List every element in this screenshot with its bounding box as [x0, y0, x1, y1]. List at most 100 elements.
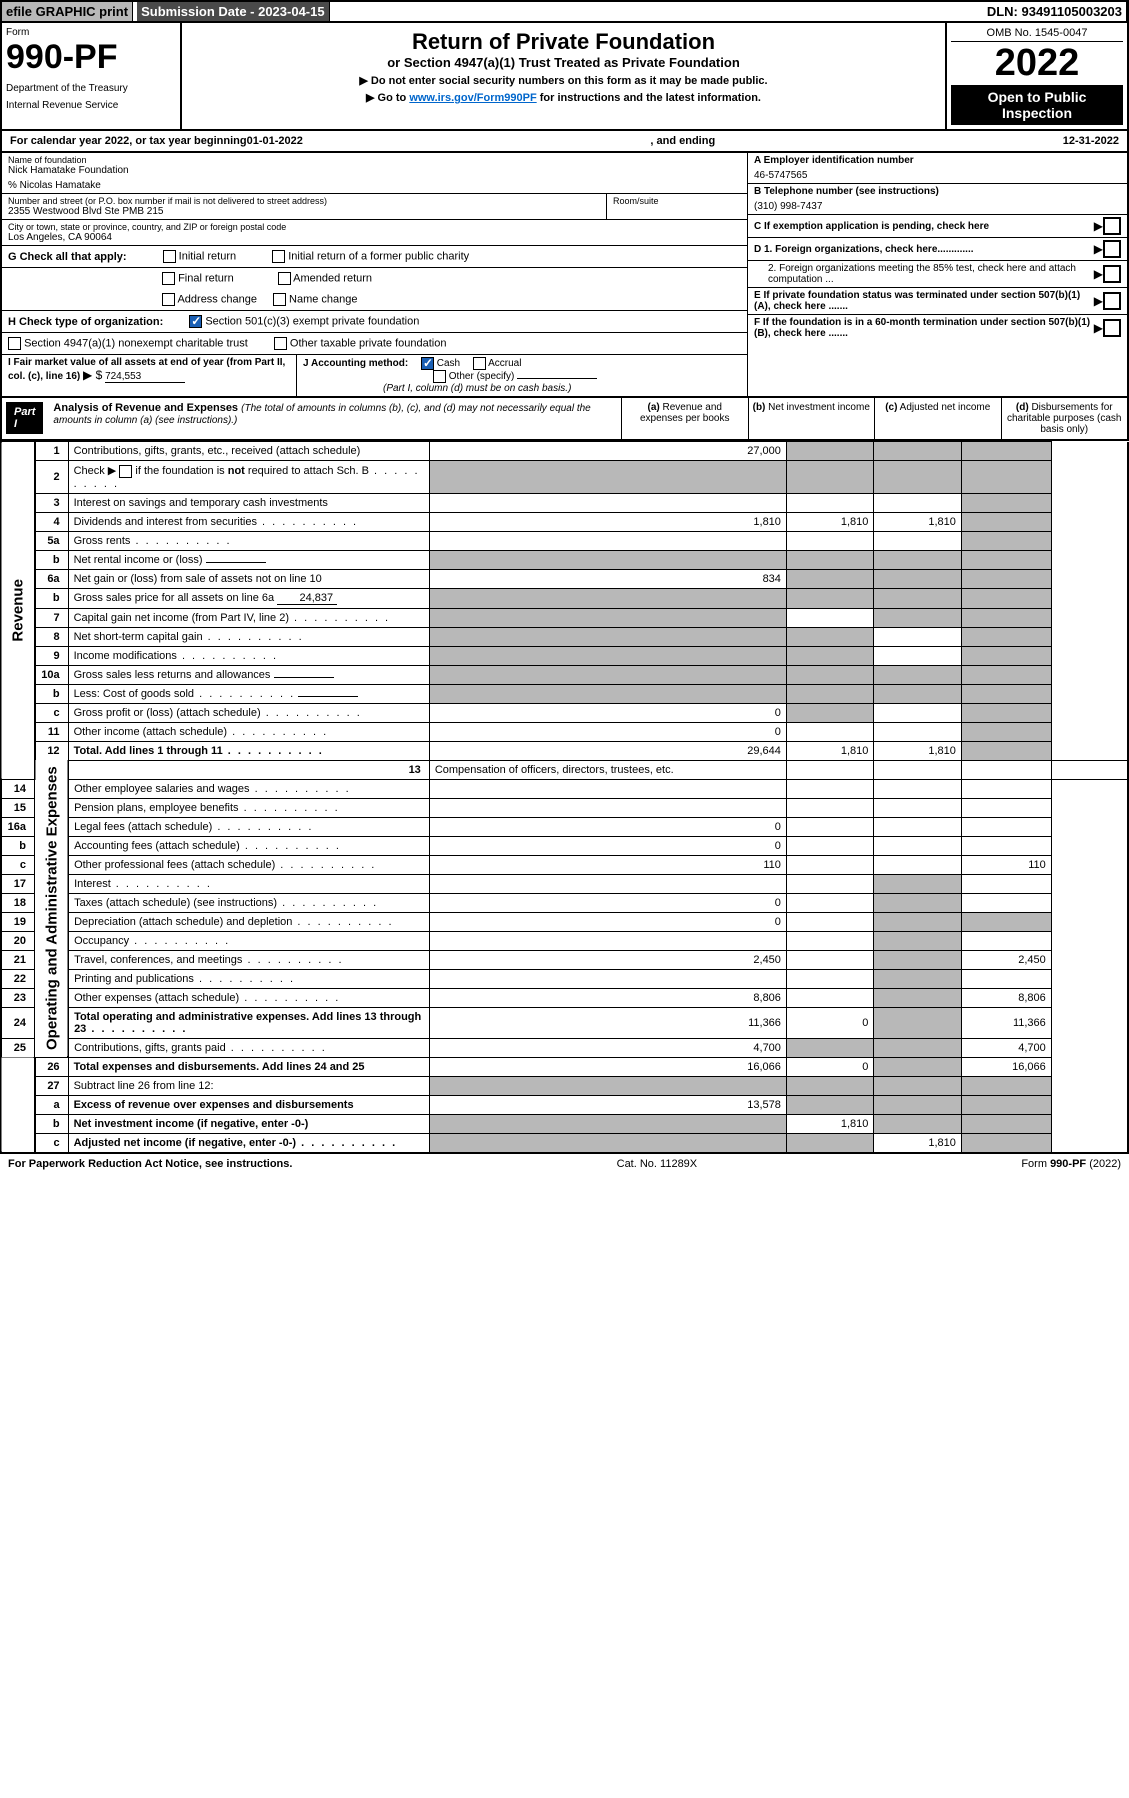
table-row: cGross profit or (loss) (attach schedule…: [1, 703, 1128, 722]
d2-checkbox[interactable]: [1103, 265, 1121, 283]
a-ein-label: A Employer identification number: [754, 155, 1121, 166]
val-11a: 0: [429, 722, 786, 741]
4947-checkbox[interactable]: [8, 337, 21, 350]
table-row: 16aLegal fees (attach schedule)0: [1, 817, 1128, 836]
amended-return-checkbox[interactable]: [278, 272, 291, 285]
other-method-checkbox[interactable]: [433, 370, 446, 383]
line-num: 1: [35, 442, 69, 461]
val-18a: 0: [429, 893, 786, 912]
val-23a: 8,806: [429, 988, 786, 1007]
val-10ca: 0: [429, 703, 786, 722]
table-row: 23Other expenses (attach schedule)8,8068…: [1, 988, 1128, 1007]
fmv-value: 724,553: [105, 371, 185, 383]
sch-b-checkbox[interactable]: [119, 465, 132, 478]
val-24d: 11,366: [961, 1007, 1051, 1038]
initial-return-checkbox[interactable]: [163, 250, 176, 263]
form-title: Return of Private Foundation: [188, 29, 939, 55]
col-c-header: (c) Adjusted net income: [875, 398, 1002, 439]
line-23: Other expenses (attach schedule): [68, 988, 429, 1007]
line-6a: Net gain or (loss) from sale of assets n…: [68, 569, 429, 588]
table-row: 7Capital gain net income (from Part IV, …: [1, 608, 1128, 627]
form-header: Form 990-PF Department of the Treasury I…: [0, 23, 1129, 131]
val-4c: 1,810: [874, 512, 961, 531]
val-16cd: 110: [961, 855, 1051, 874]
accrual-checkbox[interactable]: [473, 357, 486, 370]
501c3-checkbox[interactable]: [189, 315, 202, 328]
line-3: Interest on savings and temporary cash i…: [68, 493, 429, 512]
table-row: 24Total operating and administrative exp…: [1, 1007, 1128, 1038]
line-12: Total. Add lines 1 through 11: [68, 741, 429, 760]
g-initial: Initial return: [179, 250, 236, 262]
line-26: Total expenses and disbursements. Add li…: [68, 1057, 429, 1076]
address-change-checkbox[interactable]: [162, 293, 175, 306]
e-checkbox[interactable]: [1103, 292, 1121, 310]
line-9: Income modifications: [68, 646, 429, 665]
line-4: Dividends and interest from securities: [68, 512, 429, 531]
header-center: Return of Private Foundation or Section …: [182, 23, 947, 129]
line-27b: Net investment income (if negative, ente…: [68, 1114, 429, 1133]
initial-public-checkbox[interactable]: [272, 250, 285, 263]
table-row: Operating and Administrative Expenses 13…: [1, 760, 1128, 779]
val-24a: 11,366: [429, 1007, 786, 1038]
line-11: Other income (attach schedule): [68, 722, 429, 741]
identification-section: Name of foundation Nick Hamatake Foundat…: [0, 153, 1129, 398]
page-footer: For Paperwork Reduction Act Notice, see …: [0, 1154, 1129, 1174]
table-row: 22Printing and publications: [1, 969, 1128, 988]
form-subtitle: or Section 4947(a)(1) Trust Treated as P…: [188, 55, 939, 70]
j-accrual: Accrual: [488, 358, 521, 369]
part1-title: Analysis of Revenue and Expenses: [53, 402, 238, 414]
table-row: 19Depreciation (attach schedule) and dep…: [1, 912, 1128, 931]
h-label: H Check type of organization:: [8, 316, 163, 328]
g-final: Final return: [178, 272, 234, 284]
val-6aa: 834: [429, 569, 786, 588]
table-row: 2Check ▶ if the foundation is not requir…: [1, 461, 1128, 494]
calyear-begin: 01-01-2022: [247, 135, 303, 147]
omb-number: OMB No. 1545-0047: [951, 27, 1123, 42]
line-6b: Gross sales price for all assets on line…: [68, 588, 429, 608]
calyear-pre: For calendar year 2022, or tax year begi…: [10, 135, 247, 147]
g-label: G Check all that apply:: [8, 251, 127, 263]
val-4a: 1,810: [429, 512, 786, 531]
final-return-checkbox[interactable]: [162, 272, 175, 285]
table-row: 25Contributions, gifts, grants paid4,700…: [1, 1038, 1128, 1057]
g-name: Name change: [289, 293, 358, 305]
revenue-side-label: Revenue: [1, 442, 35, 780]
line-14: Other employee salaries and wages: [68, 779, 429, 798]
c-checkbox[interactable]: [1103, 217, 1121, 235]
val-24b: 0: [786, 1007, 873, 1038]
header-left: Form 990-PF Department of the Treasury I…: [2, 23, 182, 129]
goto-note: ▶ Go to www.irs.gov/Form990PF for instru…: [188, 91, 939, 104]
part1-table: Revenue 1Contributions, gifts, grants, e…: [0, 441, 1129, 1154]
form990pf-link[interactable]: www.irs.gov/Form990PF: [409, 92, 536, 104]
foundation-name: Nick Hamatake Foundation: [8, 165, 741, 176]
phone-value: (310) 998-7437: [754, 201, 1121, 212]
other-taxable-checkbox[interactable]: [274, 337, 287, 350]
f-label: F If the foundation is in a 60-month ter…: [754, 317, 1094, 339]
table-row: 18Taxes (attach schedule) (see instructi…: [1, 893, 1128, 912]
name-change-checkbox[interactable]: [273, 293, 286, 306]
form-word: Form: [6, 27, 176, 38]
val-16aa: 0: [429, 817, 786, 836]
f-checkbox[interactable]: [1103, 319, 1121, 337]
val-12c: 1,810: [874, 741, 961, 760]
form-number: 990-PF: [6, 38, 176, 77]
table-row: 26Total expenses and disbursements. Add …: [1, 1057, 1128, 1076]
d1-checkbox[interactable]: [1103, 240, 1121, 258]
val-26d: 16,066: [961, 1057, 1051, 1076]
part1-label: Part I: [6, 402, 43, 434]
table-row: cOther professional fees (attach schedul…: [1, 855, 1128, 874]
g-amended: Amended return: [293, 272, 372, 284]
line-16b: Accounting fees (attach schedule): [68, 836, 429, 855]
table-row: 5aGross rents: [1, 531, 1128, 550]
efile-print-button[interactable]: efile GRAPHIC print: [2, 2, 133, 21]
cash-checkbox[interactable]: [421, 357, 434, 370]
h-other: Other taxable private foundation: [290, 337, 447, 349]
table-row: 14Other employee salaries and wages: [1, 779, 1128, 798]
name-label: Name of foundation: [8, 155, 741, 165]
val-1a: 27,000: [429, 442, 786, 461]
val-21d: 2,450: [961, 950, 1051, 969]
line-10c: Gross profit or (loss) (attach schedule): [68, 703, 429, 722]
d1-label: D 1. Foreign organizations, check here..…: [754, 244, 1094, 255]
irs-label: Internal Revenue Service: [6, 100, 176, 111]
j-label: J Accounting method:: [303, 358, 408, 369]
